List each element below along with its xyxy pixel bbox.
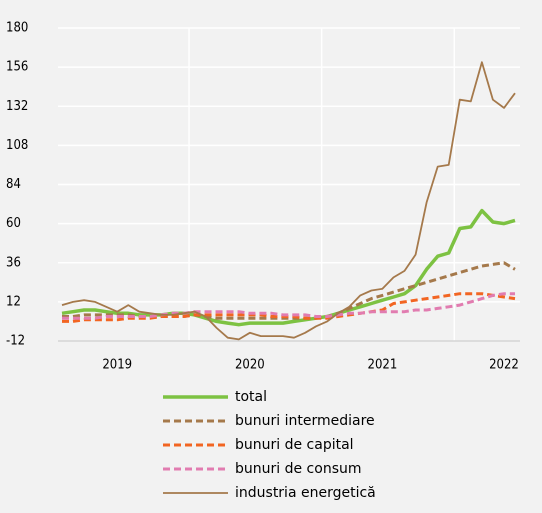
legend-label: industria energetică xyxy=(235,485,376,501)
y-tick-label: 84 xyxy=(6,177,21,192)
y-tick-label: 156 xyxy=(6,60,28,75)
legend-label: bunuri de consum xyxy=(235,461,362,477)
legend-label: bunuri intermediare xyxy=(235,413,375,429)
y-tick-label: 108 xyxy=(6,138,28,153)
series-line xyxy=(62,292,515,320)
y-tick-label: 36 xyxy=(6,255,21,270)
y-tick-label: 180 xyxy=(6,21,28,36)
series-line xyxy=(62,261,516,320)
x-tick-label: 2021 xyxy=(368,358,398,373)
legend-label: total xyxy=(235,389,267,405)
legend-label: bunuri de capital xyxy=(235,437,354,453)
x-tick-label: 2022 xyxy=(489,358,519,373)
x-tick-label: 2020 xyxy=(235,358,265,373)
y-tick-label: 132 xyxy=(6,99,28,114)
x-tick-label: 2019 xyxy=(102,358,132,373)
series-line xyxy=(61,61,516,341)
y-tick-label: 60 xyxy=(6,216,21,231)
series-line xyxy=(61,208,516,327)
y-tick-label: 12 xyxy=(6,294,21,309)
y-tick-label: -12 xyxy=(6,334,25,349)
